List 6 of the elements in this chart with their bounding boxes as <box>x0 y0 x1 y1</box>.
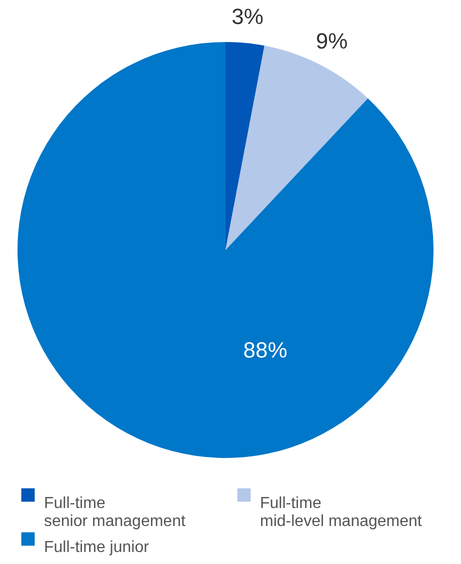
legend-label: Full-time mid-level management <box>260 495 422 530</box>
data-label: 3% <box>232 4 264 30</box>
data-label: 88% <box>243 338 288 363</box>
legend-label: Full-time senior management <box>44 495 186 530</box>
legend-label: Full-time junior <box>44 539 150 556</box>
data-label: 9% <box>316 28 348 54</box>
